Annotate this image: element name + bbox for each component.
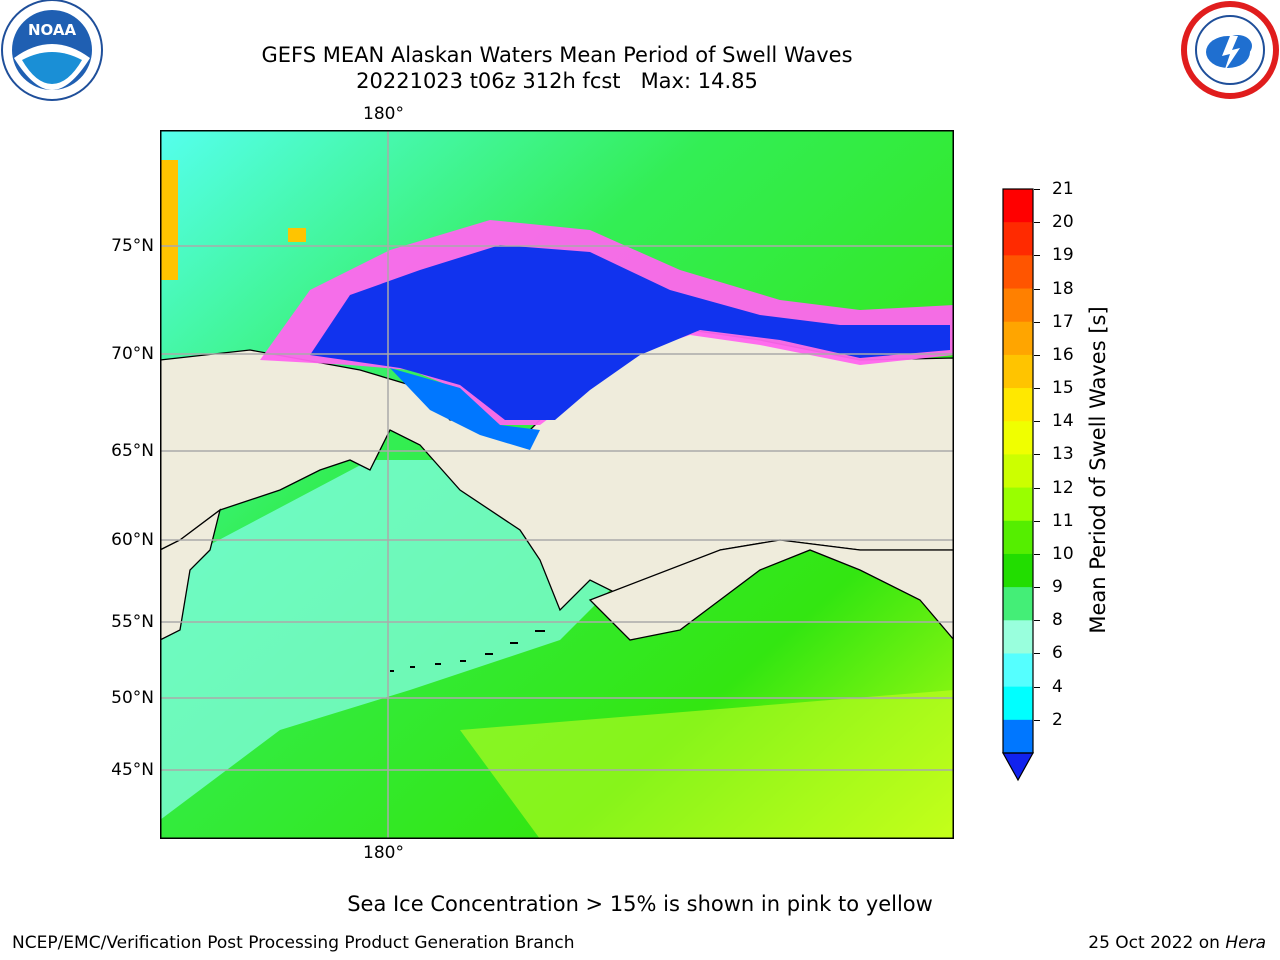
land-alaska-south — [588, 539, 955, 642]
colorbar-tick-mark — [1034, 553, 1040, 555]
aleutian-islands — [390, 630, 545, 672]
ice-note: Sea Ice Concentration > 15% is shown in … — [347, 892, 933, 916]
footer-machine: Hera — [1225, 933, 1266, 953]
colorbar-tick-label: 8 — [1052, 610, 1063, 631]
national-weather-service-logo — [1178, 0, 1280, 100]
land-kamchatka — [159, 508, 222, 642]
noaa-logo: NOAA — [0, 0, 104, 104]
colorbar-tick-label: 13 — [1052, 444, 1074, 465]
colorbar-segment — [1003, 189, 1033, 223]
colorbar-tick-label: 11 — [1052, 510, 1074, 531]
colorbar-segment — [1003, 686, 1033, 721]
colorbar-tick-label: 20 — [1052, 212, 1074, 233]
lat-label-60: 60°N — [111, 530, 154, 550]
colorbar-tick-label: 14 — [1052, 411, 1074, 432]
colorbar-tick-mark — [1034, 288, 1040, 290]
colorbar-tick-label: 19 — [1052, 245, 1074, 266]
colorbar-segment — [1003, 222, 1033, 256]
colorbar-tick-mark — [1034, 189, 1040, 190]
colorbar-tick-mark — [1034, 454, 1040, 456]
colorbar-segment — [1003, 620, 1033, 654]
colorbar-segment — [1003, 255, 1033, 290]
colorbar-segment — [1003, 454, 1033, 489]
lat-label-50: 50°N — [111, 688, 154, 708]
colorbar-tick-mark — [1034, 587, 1040, 589]
footer-credit: NCEP/EMC/Verification Post Processing Pr… — [12, 933, 575, 953]
colorbar-segment — [1003, 487, 1033, 522]
colorbar-tick-mark — [1034, 321, 1040, 323]
footer-date: 25 Oct 2022 on Hera — [1088, 933, 1266, 953]
lat-label-65: 65°N — [111, 441, 154, 461]
colorbar-tick-mark — [1034, 388, 1040, 390]
colorbar-segment — [1003, 719, 1033, 754]
lon-label-bottom: 180° — [363, 843, 404, 863]
colorbar-tick-label: 10 — [1052, 543, 1074, 564]
south-yellow-region — [460, 690, 954, 839]
colorbar-tick-label: 6 — [1052, 643, 1063, 664]
chukchi-blue-region — [390, 368, 540, 450]
footer-date-text: 25 Oct 2022 on — [1088, 933, 1226, 953]
bering-cyan-region — [160, 460, 630, 820]
colorbar-tick-mark — [1034, 686, 1040, 688]
colorbar-tick-mark — [1034, 222, 1040, 224]
colorbar-segment — [1003, 653, 1033, 688]
lat-label-45: 45°N — [111, 760, 154, 780]
chart-title: GEFS MEAN Alaskan Waters Mean Period of … — [261, 43, 853, 67]
colorbar-segment — [1003, 421, 1033, 455]
colorbar-tick-label: 2 — [1052, 709, 1063, 730]
colorbar-segment — [1003, 553, 1033, 588]
colorbar-segment — [1003, 288, 1033, 323]
colorbar-tick-label: 16 — [1052, 344, 1074, 365]
colorbar-segment — [1003, 388, 1033, 422]
arctic-blue-region — [310, 245, 950, 420]
chart-subtitle: 20221023 t06z 312h fcst Max: 14.85 — [356, 69, 758, 93]
colorbar-tick-mark — [1034, 620, 1040, 622]
colorbar-tick-label: 12 — [1052, 477, 1074, 498]
colorbar-tick-label: 4 — [1052, 676, 1063, 697]
colorbar-tick-label: 18 — [1052, 278, 1074, 299]
colorbar-segment — [1003, 321, 1033, 356]
colorbar-tick-mark — [1034, 255, 1040, 257]
colorbar-tick-mark — [1034, 719, 1040, 721]
lat-label-70: 70°N — [111, 344, 154, 364]
colorbar-tick-mark — [1034, 653, 1040, 655]
colorbar-tick-label: 9 — [1052, 577, 1063, 598]
colorbar-tick-mark — [1034, 354, 1040, 356]
graticule — [160, 130, 954, 839]
colorbar-label: Mean Period of Swell Waves [s] — [1086, 306, 1110, 634]
colorbar-tick-mark — [1034, 520, 1040, 522]
lat-label-55: 55°N — [111, 612, 154, 632]
noaa-logo-text: NOAA — [28, 21, 77, 39]
colorbar-segment — [1003, 587, 1033, 621]
colorbar-tick-mark — [1034, 421, 1040, 423]
colorbar-segment — [1003, 354, 1033, 389]
colorbar-tick-label: 15 — [1052, 378, 1074, 399]
colorbar-tick-label: 21 — [1052, 179, 1074, 199]
ice-patch-small — [288, 228, 306, 242]
colorbar-tick-label: 17 — [1052, 311, 1074, 332]
colorbar-segment — [1003, 520, 1033, 555]
map-panel — [159, 130, 955, 839]
colorbar-tick-mark — [1034, 487, 1040, 489]
colorbar — [1001, 188, 1035, 782]
lat-label-75: 75°N — [111, 236, 154, 256]
ice-patch-west — [160, 160, 178, 280]
lon-label-top: 180° — [363, 104, 404, 124]
